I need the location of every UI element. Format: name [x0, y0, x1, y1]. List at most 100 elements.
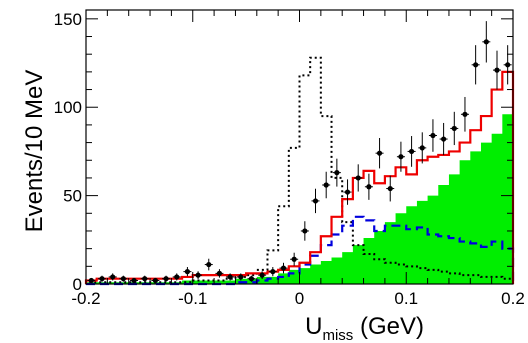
x-tick-label: -0.2	[71, 289, 100, 308]
data-marker	[280, 265, 287, 271]
data-marker	[494, 67, 500, 73]
data-point	[268, 267, 277, 277]
data-marker	[323, 182, 329, 188]
data-point	[194, 271, 203, 280]
data-marker	[142, 276, 148, 282]
data-point	[428, 119, 437, 152]
axis-ticks	[85, 10, 514, 285]
data-point	[183, 267, 192, 277]
data-point	[151, 277, 160, 284]
data-point	[162, 275, 171, 282]
data-point	[311, 188, 320, 214]
data-marker	[462, 111, 468, 117]
x-axis-title: Umiss (GeV)	[305, 313, 424, 343]
data-marker	[270, 269, 276, 275]
data-marker	[248, 276, 255, 282]
data-point	[375, 137, 384, 169]
x-tick-label: 0.2	[501, 289, 525, 308]
data-marker	[206, 261, 212, 268]
red-solid-line	[84, 70, 515, 284]
data-point	[98, 275, 107, 282]
y-axis-title: Events/10 MeV	[21, 70, 48, 233]
data-point	[503, 45, 512, 85]
data-point	[108, 273, 117, 281]
data-marker	[131, 277, 137, 284]
data-marker	[302, 228, 308, 234]
y-tick-label: 150	[54, 10, 82, 29]
x-axis-title-subscript: miss	[322, 327, 353, 343]
data-point	[364, 173, 373, 200]
data-marker	[227, 274, 233, 280]
data-point	[300, 221, 309, 241]
data-point	[87, 277, 96, 284]
data-marker	[366, 184, 372, 190]
data-points	[87, 21, 512, 284]
red-solid-histogram	[84, 70, 515, 284]
data-marker	[473, 62, 479, 68]
data-point	[140, 275, 149, 282]
y-tick-label: 50	[63, 187, 82, 206]
y-tick-label: 0	[73, 275, 82, 294]
data-marker	[505, 62, 511, 68]
x-tick-label: 0	[295, 289, 304, 308]
data-point	[172, 273, 181, 281]
data-point	[396, 141, 405, 172]
y-tick-labels: 0 50 100 150	[54, 10, 82, 294]
data-point	[460, 96, 469, 132]
data-point	[332, 158, 341, 187]
x-tick-label: 0.1	[394, 289, 418, 308]
data-marker	[376, 150, 383, 156]
data-marker	[238, 274, 244, 280]
data-point	[130, 277, 139, 284]
data-marker	[152, 277, 158, 284]
data-marker	[120, 276, 126, 282]
data-marker	[355, 175, 361, 181]
data-point	[226, 273, 235, 281]
data-marker	[195, 272, 201, 278]
data-point	[439, 122, 448, 156]
data-marker	[99, 276, 105, 282]
data-point	[386, 175, 395, 202]
data-point	[258, 271, 267, 280]
green-area	[86, 114, 513, 284]
data-marker	[174, 274, 180, 280]
data-point	[343, 179, 352, 205]
x-axis-title-main: U	[305, 313, 322, 340]
x-axis-title-unit: (GeV)	[353, 313, 424, 340]
data-point	[418, 132, 427, 164]
data-marker	[334, 170, 340, 176]
data-point	[236, 273, 245, 281]
data-marker	[387, 185, 393, 192]
data-point	[279, 262, 288, 274]
data-marker	[344, 189, 351, 195]
x-tick-labels: -0.2 -0.1 0 0.1 0.2	[71, 289, 524, 308]
data-marker	[398, 154, 404, 160]
data-marker	[430, 132, 436, 139]
data-point	[492, 50, 501, 90]
data-marker	[184, 269, 191, 275]
y-tick-label: 100	[54, 98, 82, 117]
data-point	[322, 171, 331, 199]
data-point	[204, 258, 213, 271]
data-point	[482, 21, 491, 63]
data-point	[471, 45, 480, 85]
data-point	[290, 252, 299, 266]
data-marker	[259, 272, 265, 278]
data-point	[215, 269, 224, 278]
data-marker	[291, 256, 297, 262]
data-point	[247, 275, 256, 282]
data-marker	[163, 276, 169, 282]
data-marker	[110, 274, 116, 280]
data-marker	[441, 136, 447, 142]
data-marker	[312, 198, 319, 204]
x-tick-label: -0.1	[178, 289, 207, 308]
green-filled-histogram	[86, 114, 513, 284]
data-marker	[216, 270, 223, 276]
data-marker	[451, 125, 457, 132]
data-marker	[419, 145, 425, 151]
data-point	[354, 164, 363, 192]
data-marker	[408, 148, 415, 155]
data-point	[450, 111, 459, 146]
data-marker	[88, 277, 94, 284]
